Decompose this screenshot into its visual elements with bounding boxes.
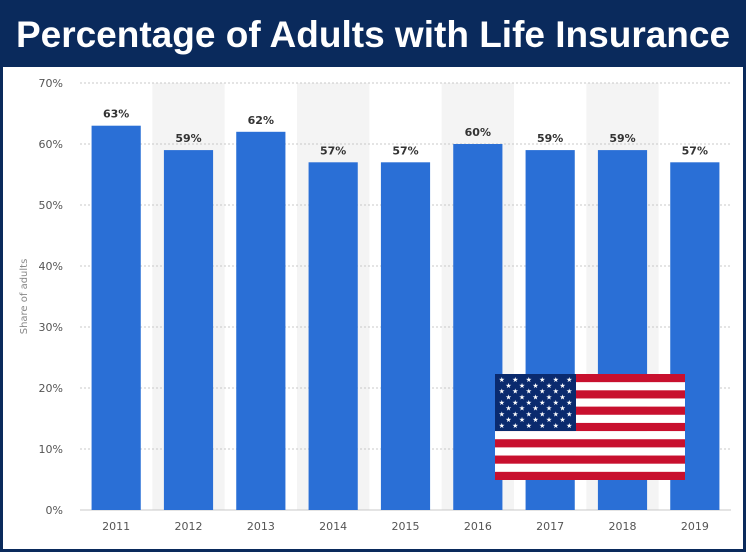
x-tick-label: 2013 bbox=[247, 520, 275, 533]
y-tick-label: 50% bbox=[39, 199, 63, 212]
svg-text:★: ★ bbox=[499, 399, 505, 407]
y-axis-label: Share of adults bbox=[19, 259, 30, 335]
svg-text:★: ★ bbox=[566, 388, 572, 396]
svg-text:★: ★ bbox=[559, 405, 565, 413]
svg-text:★: ★ bbox=[553, 399, 559, 407]
svg-text:★: ★ bbox=[519, 416, 525, 424]
svg-text:★: ★ bbox=[546, 416, 552, 424]
svg-text:★: ★ bbox=[499, 422, 505, 430]
bar-2014 bbox=[308, 162, 358, 511]
x-tick-label: 2012 bbox=[175, 520, 203, 533]
svg-text:★: ★ bbox=[539, 376, 545, 384]
svg-text:★: ★ bbox=[553, 388, 559, 396]
svg-text:★: ★ bbox=[519, 393, 525, 401]
svg-text:★: ★ bbox=[553, 376, 559, 384]
svg-text:★: ★ bbox=[559, 416, 565, 424]
data-label: 57% bbox=[392, 144, 418, 157]
y-tick-label: 20% bbox=[39, 382, 63, 395]
svg-text:★: ★ bbox=[539, 399, 545, 407]
svg-text:★: ★ bbox=[546, 393, 552, 401]
bar-2011 bbox=[91, 125, 141, 510]
y-tick-label: 40% bbox=[39, 260, 63, 273]
svg-text:★: ★ bbox=[512, 410, 518, 418]
y-tick-label: 0% bbox=[46, 504, 63, 517]
svg-text:★: ★ bbox=[539, 410, 545, 418]
svg-text:★: ★ bbox=[526, 376, 532, 384]
svg-text:★: ★ bbox=[519, 382, 525, 390]
svg-text:★: ★ bbox=[553, 410, 559, 418]
svg-text:★: ★ bbox=[526, 422, 532, 430]
svg-text:★: ★ bbox=[505, 393, 511, 401]
svg-text:★: ★ bbox=[559, 393, 565, 401]
svg-text:★: ★ bbox=[546, 382, 552, 390]
svg-text:★: ★ bbox=[532, 382, 538, 390]
y-axis-ticks: 0% 10% 20% 30% 40% 50% 60% 70% bbox=[39, 77, 63, 517]
svg-text:★: ★ bbox=[526, 410, 532, 418]
x-tick-label: 2017 bbox=[536, 520, 564, 533]
svg-text:★: ★ bbox=[512, 376, 518, 384]
y-tick-label: 10% bbox=[39, 443, 63, 456]
data-labels: 63% 59% 62% 57% 57% 60% 59% 59% 57% bbox=[103, 108, 708, 158]
svg-text:★: ★ bbox=[553, 422, 559, 430]
svg-text:★: ★ bbox=[539, 422, 545, 430]
chart-title: Percentage of Adults with Life Insurance bbox=[15, 14, 731, 55]
data-label: 57% bbox=[682, 144, 708, 157]
svg-text:★: ★ bbox=[566, 422, 572, 430]
x-tick-label: 2015 bbox=[392, 520, 420, 533]
svg-text:★: ★ bbox=[532, 393, 538, 401]
svg-text:★: ★ bbox=[512, 422, 518, 430]
svg-text:★: ★ bbox=[519, 405, 525, 413]
bar-chart: 0%10%20%30%40%50%60%70% 63%59%62%57% 57%6… bbox=[19, 77, 731, 533]
svg-text:★: ★ bbox=[499, 410, 505, 418]
bars bbox=[91, 125, 720, 511]
bar-2013 bbox=[236, 131, 286, 511]
svg-text:★: ★ bbox=[532, 405, 538, 413]
x-tick-label: 2016 bbox=[464, 520, 492, 533]
data-label: 63% bbox=[103, 108, 129, 121]
svg-text:★: ★ bbox=[512, 388, 518, 396]
bar-2015 bbox=[380, 162, 431, 511]
bar-2016 bbox=[453, 144, 503, 510]
data-label: 57% bbox=[320, 144, 346, 157]
y-tick-label: 70% bbox=[39, 77, 63, 90]
svg-text:★: ★ bbox=[566, 410, 572, 418]
svg-text:★: ★ bbox=[566, 399, 572, 407]
svg-text:★: ★ bbox=[526, 388, 532, 396]
svg-text:★: ★ bbox=[505, 382, 511, 390]
svg-text:★: ★ bbox=[546, 405, 552, 413]
us-flag-icon: ★ ★ ★ ★ ★ ★★ ★ ★ ★ ★★ ★ ★ ★ ★ ★★ ★ ★ ★ ★★ ★ ★ ★ ★ ★★ ★ ★ ★ ★★ ★ ★ ★ ★ ★★… bbox=[495, 374, 685, 480]
title-bar: Percentage of Adults with Life Insurance bbox=[3, 3, 743, 67]
bar-2012 bbox=[163, 150, 214, 510]
data-label: 59% bbox=[175, 132, 201, 145]
svg-text:★: ★ bbox=[532, 416, 538, 424]
x-tick-label: 2018 bbox=[609, 520, 637, 533]
svg-text:★: ★ bbox=[505, 416, 511, 424]
y-tick-label: 30% bbox=[39, 321, 63, 334]
data-label: 62% bbox=[248, 114, 274, 127]
svg-text:★: ★ bbox=[499, 376, 505, 384]
svg-text:★: ★ bbox=[512, 399, 518, 407]
x-tick-label: 2019 bbox=[681, 520, 709, 533]
data-label: 60% bbox=[465, 126, 491, 139]
x-tick-label: 2011 bbox=[102, 520, 130, 533]
x-axis-ticks: 2011 2012 2013 2014 2015 2016 2017 2018 2019 bbox=[102, 520, 709, 533]
svg-text:★: ★ bbox=[559, 382, 565, 390]
svg-text:★: ★ bbox=[566, 376, 572, 384]
svg-text:★: ★ bbox=[505, 405, 511, 413]
x-tick-label: 2014 bbox=[319, 520, 347, 533]
svg-text:★: ★ bbox=[539, 388, 545, 396]
data-label: 59% bbox=[537, 132, 563, 145]
svg-text:★: ★ bbox=[499, 388, 505, 396]
data-label: 59% bbox=[609, 132, 635, 145]
y-tick-label: 60% bbox=[39, 138, 63, 151]
svg-text:★: ★ bbox=[526, 399, 532, 407]
